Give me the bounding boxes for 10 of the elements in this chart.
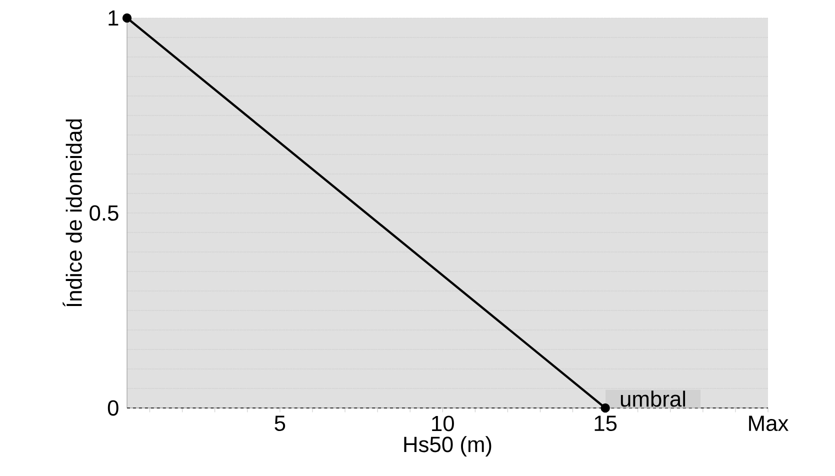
y-tick-label: 0.5 <box>90 205 118 221</box>
x-axis-title: Hs50 (m) <box>404 436 492 457</box>
x-tick-label: 10 <box>432 416 454 432</box>
x-tick-label: 5 <box>274 416 286 432</box>
y-axis-title: Índice de idoneidad <box>62 119 82 307</box>
y-tick-label: 0 <box>108 400 118 416</box>
x-tick-label: Max <box>749 416 788 432</box>
x-tick-label: 15 <box>594 416 617 432</box>
y-tick-label: 1 <box>108 10 118 26</box>
annotation: umbral <box>620 390 686 407</box>
